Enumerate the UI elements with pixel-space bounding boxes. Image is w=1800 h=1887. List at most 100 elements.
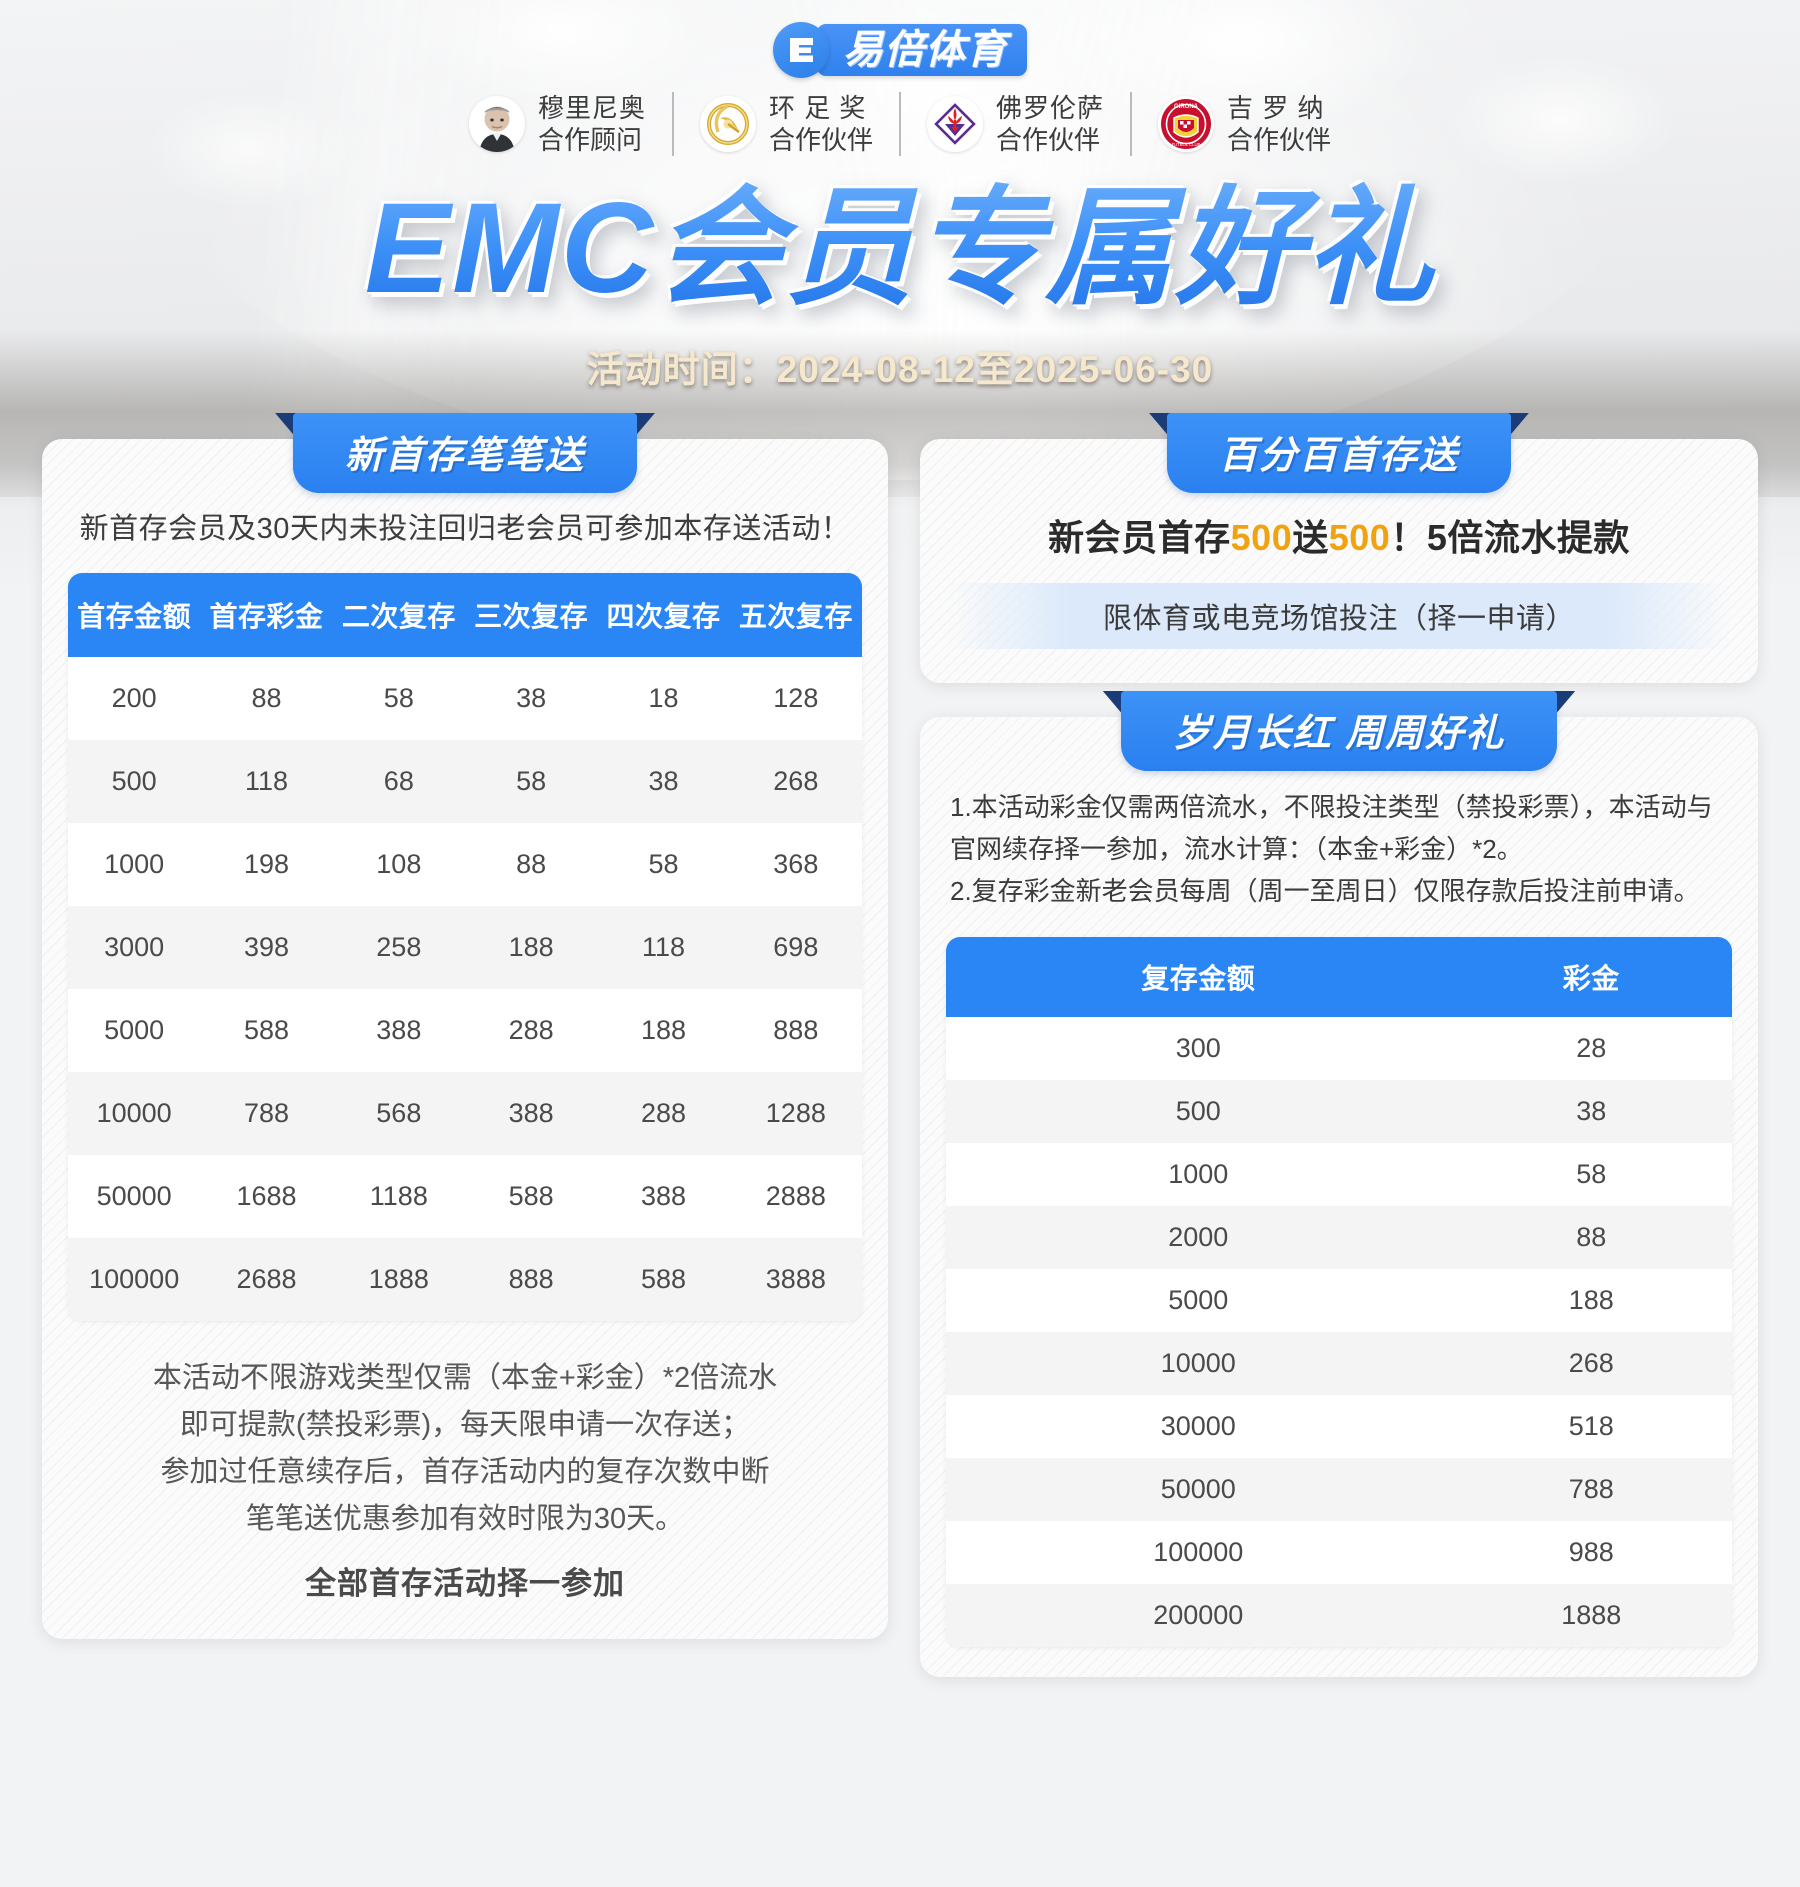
table-cell: 88 — [1450, 1205, 1732, 1269]
table-cell: 188 — [1450, 1268, 1732, 1332]
table-cell: 28 — [1450, 1016, 1732, 1080]
table-cell: 1000 — [68, 822, 201, 906]
table-body: 300 28 500 38 1000 58 2000 88 5000 188 10000 268 300… — [946, 1016, 1732, 1647]
table-cell: 398 — [200, 905, 333, 989]
ribbon-container: 新首存笔笔送 — [42, 412, 888, 493]
svg-text:FUTBOL CLUB: FUTBOL CLUB — [1172, 142, 1201, 147]
table-cell: 288 — [597, 1071, 730, 1155]
table-cell: 888 — [464, 1237, 598, 1321]
table-cell: 788 — [200, 1071, 333, 1155]
column-header: 彩金 — [1450, 936, 1732, 1017]
partner-label: 吉 罗 纳 合作伙伴 — [1227, 92, 1331, 156]
table-cell: 268 — [729, 739, 862, 823]
table-cell: 1688 — [200, 1154, 333, 1238]
partner-role: 合作伙伴 — [1227, 125, 1332, 156]
table-row: 300 28 — [946, 1016, 1732, 1080]
column-header: 三次复存 — [464, 572, 598, 657]
table-cell: 388 — [597, 1154, 730, 1238]
partner-role: 合作伙伴 — [996, 125, 1101, 156]
table-cell: 50000 — [946, 1457, 1451, 1521]
partner-mourinho[interactable]: 穆里尼奥 合作顾问 — [443, 92, 672, 156]
table-cell: 30000 — [946, 1394, 1451, 1458]
table-cell: 58 — [464, 739, 598, 823]
partner-fiorentina[interactable]: 佛罗伦萨 合作伙伴 — [899, 92, 1130, 157]
brand-name: 易倍体育 — [817, 24, 1027, 76]
footer-line: 本活动不限游戏类型仅需（本金+彩金）*2倍流水 — [152, 1361, 778, 1394]
table-cell: 58 — [1450, 1142, 1732, 1206]
table-cell: 100000 — [68, 1237, 201, 1321]
ribbon-container: 百分百首存送 — [920, 412, 1758, 493]
table-cell: 258 — [332, 905, 465, 989]
table-cell: 2000 — [946, 1205, 1451, 1269]
table-cell: 58 — [332, 656, 465, 740]
table-row: 500 38 — [946, 1079, 1732, 1143]
table-cell: 118 — [597, 905, 730, 989]
partner-name: 佛罗伦萨 — [996, 93, 1105, 123]
weekly-card-rules: 1.本活动彩金仅需两倍流水，不限投注类型（禁投彩票），本活动与 官网续存择一参加… — [950, 787, 1728, 911]
footer-line: 参加过任意续存后，首存活动内的复存次数中断 — [160, 1455, 770, 1488]
page-title: EMC会员专属好礼 — [0, 182, 1800, 317]
table-row: 1000 198 108 88 58 368 — [68, 822, 862, 906]
table-cell: 788 — [1450, 1457, 1732, 1521]
partner-globe-soccer[interactable]: 环 足 奖 合作伙伴 — [671, 92, 899, 157]
partner-role: 合作伙伴 — [768, 125, 873, 156]
table-head: 复存金额 彩金 — [946, 936, 1732, 1017]
table-row: 10000 268 — [946, 1331, 1732, 1395]
deposit-card-footer: 本活动不限游戏类型仅需（本金+彩金）*2倍流水 即可提款(禁投彩票)，每天限申请… — [68, 1355, 862, 1609]
table-cell: 300 — [946, 1016, 1451, 1080]
table-cell: 188 — [597, 988, 730, 1072]
footer-line: 即可提款(禁投彩票)，每天限申请一次存送； — [179, 1408, 751, 1441]
weekly-card-ribbon: 岁月长红 周周好礼 — [1120, 690, 1558, 771]
partner-name: 环 足 奖 — [768, 93, 867, 123]
partner-badges: 穆里尼奥 合作顾问 环 足 奖 合作伙伴 — [0, 92, 1800, 157]
partner-name: 穆里尼奥 — [537, 93, 646, 123]
table-cell: 88 — [200, 656, 333, 740]
table-cell: 200000 — [946, 1583, 1451, 1647]
table-cell: 100000 — [946, 1520, 1451, 1584]
column-header: 四次复存 — [597, 572, 730, 657]
table-cell: 988 — [1450, 1520, 1732, 1584]
table-row: 50000 788 — [946, 1457, 1732, 1521]
table-cell: 1288 — [729, 1071, 862, 1155]
headline-post: ！5倍流水提款 — [1390, 516, 1630, 558]
brand-logo[interactable]: 易倍体育 — [773, 22, 1027, 78]
partner-label: 佛罗伦萨 合作伙伴 — [996, 92, 1104, 156]
headline-amount-deposit: 500 — [1230, 516, 1293, 558]
table-cell: 128 — [729, 656, 862, 740]
table-cell: 2888 — [729, 1154, 862, 1238]
column-header: 五次复存 — [729, 572, 862, 657]
table-row: 100000 988 — [946, 1520, 1732, 1584]
table-cell: 50000 — [68, 1154, 201, 1238]
weekly-bonus-card: 岁月长红 周周好礼 1.本活动彩金仅需两倍流水，不限投注类型（禁投彩票），本活动… — [920, 690, 1758, 1677]
table-cell: 10000 — [68, 1071, 201, 1155]
column-header: 复存金额 — [946, 936, 1451, 1017]
deposit-card-subtitle: 新首存会员及30天内未投注回归老会员可参加本存送活动！ — [79, 512, 851, 545]
table-cell: 388 — [332, 988, 465, 1072]
table-cell: 500 — [946, 1079, 1451, 1143]
partner-girona[interactable]: GIRONA FUTBOL CLUB 吉 罗 纳 合作伙伴 — [1130, 92, 1357, 157]
rule-line: 1.本活动彩金仅需两倍流水，不限投注类型（禁投彩票），本活动与 — [950, 791, 1713, 822]
table-header-row: 首存金额 首存彩金 二次复存 三次复存 四次复存 五次复存 — [68, 572, 862, 657]
footer-line: 笔笔送优惠参加有效时限为30天。 — [245, 1502, 685, 1535]
right-column: 百分百首存送 新会员首存500送500！5倍流水提款 限体育或电竞场馆投注（择一… — [920, 412, 1758, 1677]
table-cell: 500 — [68, 739, 201, 823]
promo-columns: 新首存笔笔送 新首存会员及30天内未投注回归老会员可参加本存送活动！ 首存金额首… — [0, 393, 1800, 1677]
table-row: 30000 518 — [946, 1394, 1732, 1458]
left-column: 新首存笔笔送 新首存会员及30天内未投注回归老会员可参加本存送活动！ 首存金额首… — [42, 412, 888, 1639]
table-cell: 1888 — [1450, 1583, 1732, 1647]
table-cell: 188 — [464, 905, 598, 989]
ribbon-container: 岁月长红 周周好礼 — [920, 690, 1758, 771]
table-cell: 200 — [68, 656, 201, 740]
column-header: 首存彩金 — [200, 572, 333, 657]
girona-crest-icon: GIRONA FUTBOL CLUB — [1158, 96, 1215, 153]
table-cell: 198 — [200, 822, 333, 906]
percent-card-headline: 新会员首存500送500！5倍流水提款 — [946, 509, 1732, 561]
table-cell: 698 — [729, 905, 862, 989]
table-row: 5000 188 — [946, 1268, 1732, 1332]
headline-mid: 送 — [1292, 516, 1329, 558]
table-cell: 1000 — [946, 1142, 1451, 1206]
table-row: 100000 2688 1888 888 588 3888 — [68, 1237, 862, 1321]
deposit-card-ribbon: 新首存笔笔送 — [292, 412, 637, 493]
rule-line: 2.复存彩金新老会员每周（周一至周日）仅限存款后投注前申请。 — [950, 875, 1700, 906]
partner-name: 吉 罗 纳 — [1227, 93, 1325, 123]
